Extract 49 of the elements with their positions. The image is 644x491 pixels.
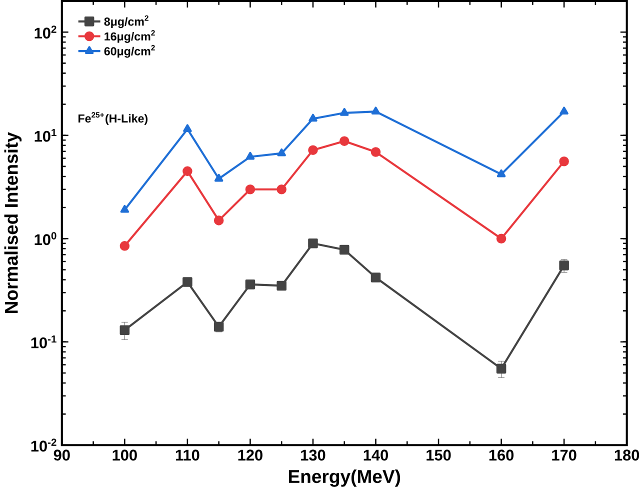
x-tick-label: 110: [176, 450, 200, 461]
point: [276, 280, 286, 291]
x-tick-label: 170: [552, 450, 576, 461]
annotation: Fe$^{25+}$(H-Like): [78, 112, 148, 125]
point: [277, 148, 286, 156]
point: [245, 280, 256, 290]
point: [246, 152, 255, 160]
point: [559, 156, 569, 166]
legend-label: 8μg/cm$^{2}$: [104, 15, 148, 28]
point: [120, 240, 130, 251]
point: [120, 204, 130, 213]
x-tick-label: 140: [364, 450, 388, 461]
point: [496, 234, 506, 244]
point: [496, 169, 506, 178]
legend-label: 60μg/cm$^{2}$: [104, 44, 155, 58]
point: [183, 124, 192, 132]
point: [560, 106, 568, 114]
point: [339, 244, 350, 255]
point: [559, 260, 569, 270]
x-tick-label: 100: [112, 450, 137, 461]
x-tick-label: 120: [238, 450, 262, 461]
point: [339, 136, 350, 146]
legend-label: 16μg/cm$^{2}$: [104, 30, 155, 43]
x-tick-label: 180: [614, 450, 640, 461]
point: [371, 106, 380, 114]
point: [276, 184, 286, 194]
point: [308, 114, 318, 122]
point: [214, 174, 224, 182]
point: [182, 166, 192, 176]
point: [496, 364, 506, 374]
y-tick-label: 10$^{1}$: [34, 128, 56, 142]
y-tick-label: 10$^{-1}$: [31, 335, 56, 348]
point: [214, 216, 224, 226]
point: [308, 238, 318, 248]
x-tick-label: 150: [426, 450, 451, 461]
y-tick-label: 10$^{2}$: [34, 26, 56, 39]
point: [182, 277, 192, 287]
x-axis-title: Energy(MeV): [288, 469, 400, 487]
point: [120, 325, 130, 335]
point: [370, 147, 381, 157]
y-axis-title: Normalised Intensity: [4, 132, 22, 313]
point: [308, 145, 318, 155]
point: [245, 184, 256, 194]
y-tick-label: 10$^{0}$: [34, 232, 56, 246]
point: [370, 272, 381, 282]
point: [340, 108, 349, 116]
x-tick-label: 160: [489, 450, 514, 461]
x-tick-label: 90: [54, 450, 70, 461]
x-tick-label: 130: [301, 450, 326, 461]
